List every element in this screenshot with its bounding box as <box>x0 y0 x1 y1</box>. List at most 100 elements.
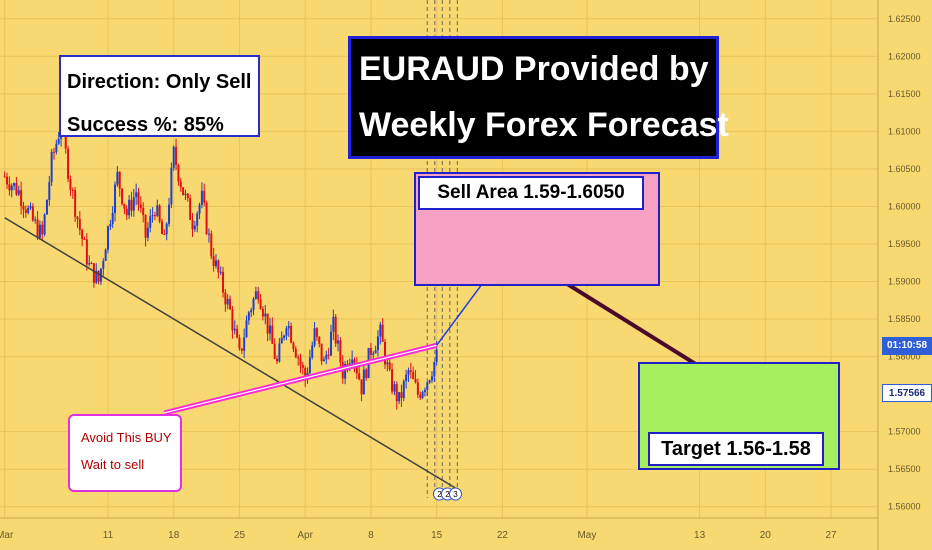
candle-body <box>34 219 37 221</box>
x-tick-label: 18 <box>168 530 180 541</box>
candle-body <box>261 308 264 317</box>
candle-body <box>327 354 330 356</box>
y-tick-label: 1.58500 <box>888 314 921 324</box>
candle-body <box>320 343 323 362</box>
candle-body <box>214 260 217 267</box>
candle-body <box>102 260 105 269</box>
candle-body <box>398 392 401 402</box>
candle-body <box>285 328 288 336</box>
candle-body <box>153 215 156 217</box>
candle-body <box>268 325 271 334</box>
candle-body <box>163 234 166 236</box>
direction-box: Direction: Only Sell Success %: 85% <box>59 55 260 137</box>
candle-body <box>292 342 295 350</box>
candle-body <box>130 199 133 211</box>
candle-body <box>203 190 206 203</box>
candle-body <box>20 190 23 206</box>
candle-body <box>287 325 290 329</box>
candle-body <box>198 204 201 214</box>
candle-body <box>41 224 44 235</box>
candle-body <box>315 328 318 337</box>
candle-body <box>334 316 337 344</box>
candle-body <box>137 192 140 205</box>
x-tick-label: 25 <box>234 530 246 541</box>
candle-body <box>384 341 387 365</box>
candle-body <box>78 218 81 230</box>
candle-body <box>391 369 394 392</box>
candle-body <box>15 183 18 195</box>
candle-body <box>71 189 74 191</box>
candle-body <box>219 271 222 273</box>
candle-body <box>24 209 27 213</box>
candle-body <box>186 193 189 199</box>
candle-body <box>358 373 361 380</box>
candle-body <box>57 138 60 144</box>
candle-body <box>428 380 431 383</box>
candle-body <box>311 345 314 358</box>
candle-body <box>139 204 142 208</box>
candle-body <box>238 337 241 349</box>
y-tick-label: 1.61500 <box>888 89 921 99</box>
candle-body <box>433 362 436 377</box>
candle-body <box>74 190 77 217</box>
candle-body <box>177 165 180 182</box>
candle-body <box>271 325 274 344</box>
candle-body <box>430 376 433 381</box>
avoid-buy-line-inner <box>164 344 437 414</box>
y-tick-label: 1.60500 <box>888 164 921 174</box>
candle-body <box>405 374 408 382</box>
x-tick-label: 8 <box>368 530 374 541</box>
candle-body <box>372 353 375 355</box>
candle-body <box>128 199 131 216</box>
y-tick-label: 1.62000 <box>888 51 921 61</box>
candle-body <box>252 298 255 310</box>
candle-body <box>435 349 438 363</box>
candle-body <box>254 291 257 299</box>
y-tick-label: 1.57000 <box>888 427 921 437</box>
descending-trendline <box>4 217 456 489</box>
candle-body <box>308 357 311 373</box>
x-tick-label: 15 <box>431 530 443 541</box>
candle-body <box>27 207 30 213</box>
candle-body <box>97 270 100 282</box>
candle-body <box>407 370 410 375</box>
candle-body <box>109 224 112 227</box>
candle-body <box>38 224 41 238</box>
candle-body <box>121 188 124 204</box>
candle-body <box>243 337 246 351</box>
candle-body <box>29 206 32 208</box>
candle-body <box>231 309 234 331</box>
candle-body <box>259 299 262 309</box>
candle-body <box>393 384 396 392</box>
candle-body <box>52 151 55 153</box>
y-tick-label: 1.59500 <box>888 239 921 249</box>
candle-body <box>257 291 260 300</box>
countdown-price-tag: 01:10:58 <box>882 337 932 355</box>
sell-area-label: Sell Area 1.59-1.6050 <box>418 176 644 210</box>
candle-body <box>376 336 379 351</box>
candle-body <box>50 151 53 183</box>
candle-body <box>132 197 135 211</box>
x-tick-label: 11 <box>103 530 114 541</box>
candle-body <box>400 392 403 399</box>
candle-body <box>76 216 79 219</box>
x-tick-label: May <box>577 530 596 541</box>
candle-body <box>299 358 302 365</box>
candle-body <box>182 187 185 195</box>
candle-body <box>92 263 95 283</box>
candle-body <box>250 309 253 313</box>
candle-body <box>3 176 6 178</box>
candle-body <box>379 324 382 337</box>
event-marker-label: 3 <box>453 490 458 499</box>
direction-text: Direction: Only Sell <box>67 71 252 93</box>
x-tick-label: 27 <box>825 530 837 541</box>
candle-body <box>114 184 117 214</box>
candle-body <box>172 146 175 168</box>
candle-body <box>421 392 424 398</box>
candle-body <box>290 325 293 343</box>
y-tick-label: 1.61000 <box>888 126 921 136</box>
candle-body <box>67 148 70 179</box>
candle-body <box>13 183 16 186</box>
candle-body <box>156 205 159 216</box>
